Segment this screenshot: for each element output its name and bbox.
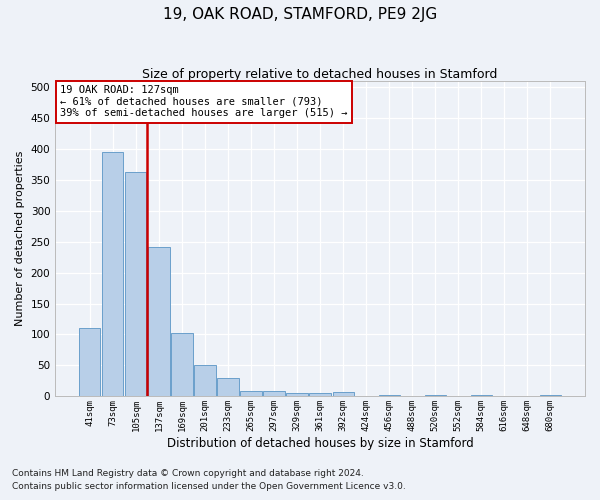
Title: Size of property relative to detached houses in Stamford: Size of property relative to detached ho… (142, 68, 498, 80)
Bar (194, 366, 215, 396)
Bar (332, 392, 353, 396)
Bar (125, 172, 146, 396)
Bar (79, 328, 100, 396)
Bar (379, 394, 400, 396)
Bar (217, 378, 239, 396)
Bar (310, 394, 331, 396)
Bar (172, 332, 193, 396)
Bar (102, 152, 124, 396)
Text: Contains public sector information licensed under the Open Government Licence v3: Contains public sector information licen… (12, 482, 406, 491)
Bar (148, 246, 170, 396)
Bar (540, 394, 561, 396)
Y-axis label: Number of detached properties: Number of detached properties (15, 151, 25, 326)
Bar (241, 391, 262, 396)
Text: 19, OAK ROAD, STAMFORD, PE9 2JG: 19, OAK ROAD, STAMFORD, PE9 2JG (163, 8, 437, 22)
Bar (470, 394, 492, 396)
Bar (263, 392, 284, 396)
Text: Contains HM Land Registry data © Crown copyright and database right 2024.: Contains HM Land Registry data © Crown c… (12, 469, 364, 478)
X-axis label: Distribution of detached houses by size in Stamford: Distribution of detached houses by size … (167, 437, 473, 450)
Bar (286, 394, 308, 396)
Bar (425, 395, 446, 396)
Text: 19 OAK ROAD: 127sqm
← 61% of detached houses are smaller (793)
39% of semi-detac: 19 OAK ROAD: 127sqm ← 61% of detached ho… (61, 85, 348, 118)
